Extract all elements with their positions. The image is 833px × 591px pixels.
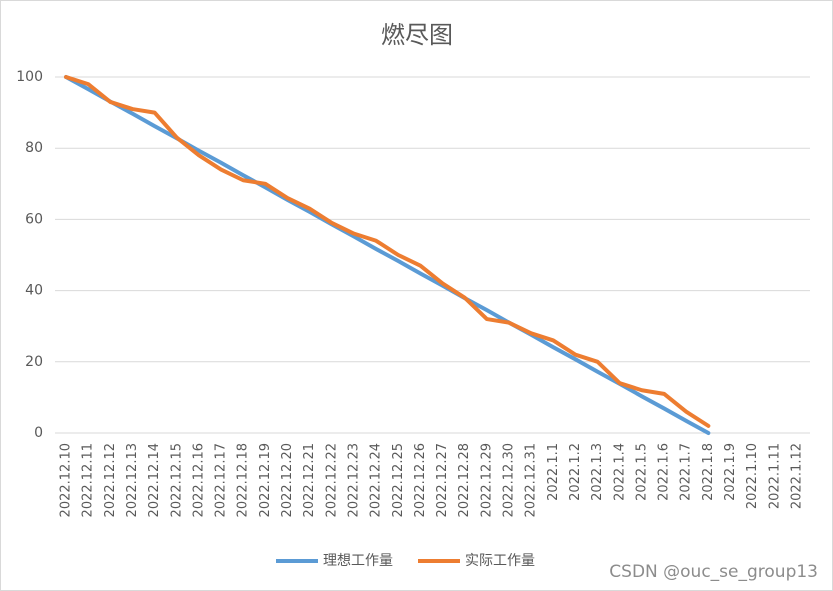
x-tick-label: 2022.12.12 [103, 443, 118, 517]
x-tick-label: 2022.1.10 [745, 443, 760, 509]
x-tick-label: 2022.12.16 [191, 443, 206, 517]
x-tick-label: 2022.1.11 [767, 443, 782, 509]
x-tick-label: 2022.1.9 [723, 443, 738, 501]
y-tick-label: 80 [25, 140, 43, 156]
x-tick-label: 2022.12.27 [435, 443, 450, 517]
x-tick-label: 2022.12.26 [413, 443, 428, 517]
x-tick-label: 2022.1.2 [568, 443, 583, 501]
x-tick-label: 2022.1.5 [634, 443, 649, 501]
x-tick-label: 2022.12.19 [258, 443, 273, 517]
x-tick-label: 2022.12.22 [324, 443, 339, 517]
x-tick-label: 2022.12.29 [479, 443, 494, 517]
x-tick-label: 2022.12.18 [236, 443, 251, 517]
x-tick-label: 2022.12.31 [524, 443, 539, 517]
x-tick-label: 2022.12.23 [346, 443, 361, 517]
y-tick-label: 20 [25, 354, 43, 370]
x-tick-label: 2022.1.12 [789, 443, 804, 509]
x-tick-label: 2022.1.3 [590, 443, 605, 501]
legend-label: 实际工作量 [465, 553, 535, 569]
x-tick-label: 2022.1.7 [679, 443, 694, 501]
x-tick-label: 2022.12.10 [59, 443, 74, 517]
series-line [64, 75, 711, 428]
x-tick-label: 2022.12.28 [457, 443, 472, 517]
watermark: CSDN @ouc_se_group13 [609, 562, 818, 582]
legend-label: 理想工作量 [323, 553, 393, 569]
chart-title: 燃尽图 [381, 21, 453, 49]
x-tick-label: 2022.12.30 [502, 443, 517, 517]
x-tick-label: 2022.12.13 [125, 443, 140, 517]
y-tick-label: 100 [16, 69, 43, 85]
x-tick-label: 2022.12.21 [302, 443, 317, 517]
y-tick-label: 0 [34, 425, 43, 441]
x-tick-label: 2022.1.6 [657, 443, 672, 501]
x-tick-label: 2022.1.1 [546, 443, 561, 501]
x-tick-label: 2022.12.24 [369, 443, 384, 517]
x-tick-label: 2022.1.4 [612, 443, 627, 501]
x-tick-label: 2022.12.15 [169, 443, 184, 517]
x-tick-label: 2022.12.20 [280, 443, 295, 517]
x-tick-label: 2022.1.8 [701, 443, 716, 501]
y-tick-label: 60 [25, 211, 43, 227]
x-tick-label: 2022.12.17 [214, 443, 229, 517]
y-tick-label: 40 [25, 283, 43, 299]
x-tick-label: 2022.12.14 [147, 443, 162, 517]
x-tick-label: 2022.12.11 [81, 443, 96, 517]
x-tick-label: 2022.12.25 [391, 443, 406, 517]
